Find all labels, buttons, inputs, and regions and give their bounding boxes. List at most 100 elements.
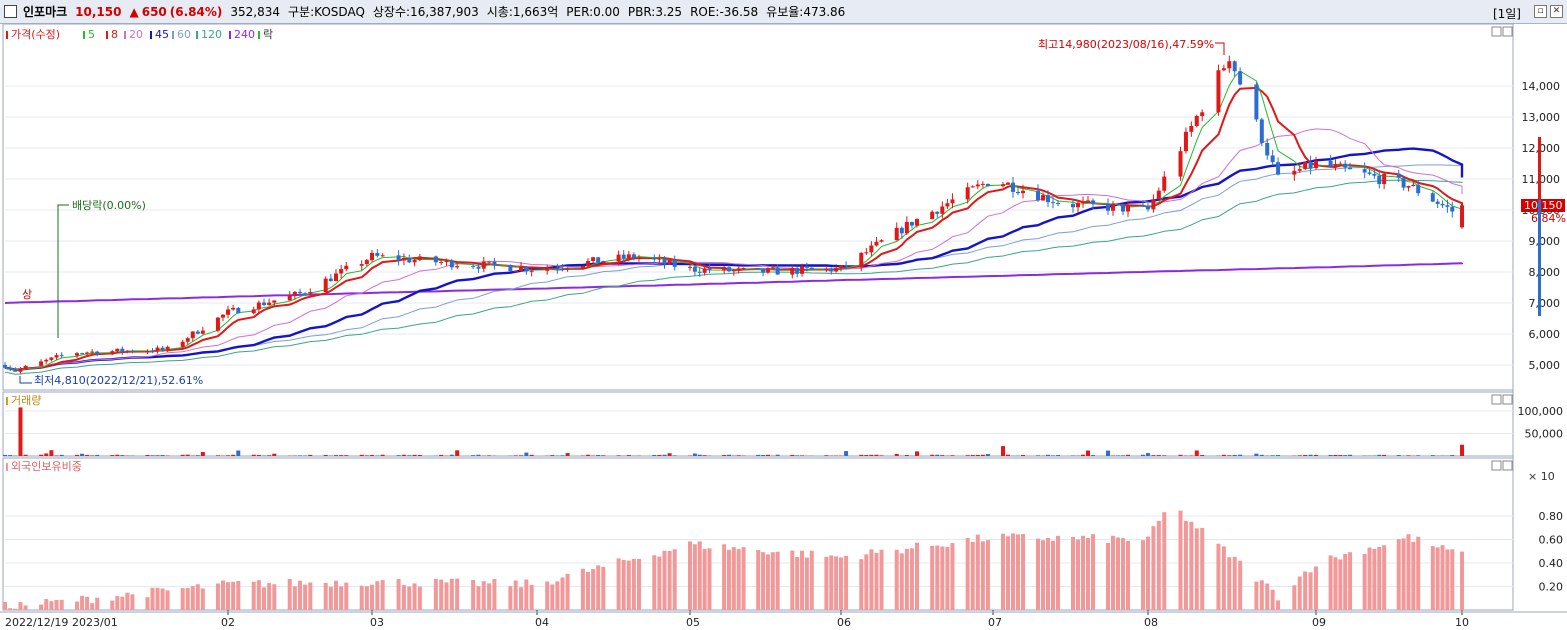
foreign-ratio-bar [1126, 540, 1130, 610]
foreign-ratio-bar [120, 596, 125, 610]
foreign-ratio-bar [1081, 535, 1085, 610]
foreign-ratio-bar [481, 581, 486, 610]
volume-bar [449, 454, 454, 456]
foreign-ratio-bar [80, 595, 85, 610]
foreign-ratio-bar [770, 552, 775, 610]
candle-body [1227, 61, 1232, 69]
foreign-ratio-bar [707, 548, 712, 610]
candle-body [1141, 205, 1145, 207]
foreign-ratio-bar [334, 580, 338, 610]
candle-body [970, 186, 975, 188]
candle-body [256, 302, 261, 310]
volume-bar [1106, 450, 1110, 456]
foreign-ratio-bar [657, 556, 662, 610]
volume-bar [1121, 455, 1125, 456]
volume-bar [601, 455, 606, 456]
candle-body [736, 268, 741, 271]
foreign-ratio-bar [1116, 537, 1120, 610]
candle-body [621, 254, 626, 259]
foreign-ratio-bar [829, 555, 834, 610]
candle-body [591, 257, 596, 262]
legend-ma60: 60 [177, 28, 191, 41]
per-value: PER:0.00 [566, 4, 620, 19]
ma60-line [4, 164, 1463, 371]
last-price-pct: 6.84% [1531, 212, 1566, 225]
candle-body [809, 267, 814, 270]
candle-body [226, 309, 230, 315]
candle-body [215, 317, 220, 331]
foreign-ratio-bar [1308, 572, 1313, 610]
foreign-panel-buttons[interactable] [1491, 460, 1513, 471]
foreign-ratio-bar [1276, 600, 1281, 610]
volume-bar [1396, 455, 1401, 456]
period-selector[interactable]: [1일] [1492, 7, 1521, 21]
candle-body [795, 268, 800, 274]
candle-body [1333, 164, 1338, 167]
candle-body [580, 265, 585, 269]
candle-body [1232, 61, 1237, 72]
foreign-ratio-bar [155, 587, 160, 610]
foreign-ratio-bar [13, 608, 18, 610]
foreign-ratio-bar [1232, 556, 1237, 610]
foreign-ratio-bar [1367, 547, 1372, 610]
foreign-ratio-bar [44, 599, 49, 610]
candle-body [75, 353, 80, 356]
foreign-ratio-bar [215, 583, 220, 610]
volume-bar [145, 454, 150, 456]
candle-body [909, 221, 914, 226]
volume-tick-label: 100,000 [1518, 405, 1564, 418]
volume-bar [1259, 454, 1264, 456]
candle-body [616, 254, 621, 262]
foreign-ratio-bar [401, 585, 406, 610]
volume-bar [471, 455, 476, 456]
candle-body [1216, 70, 1221, 113]
volume-bar [874, 454, 879, 456]
foreign-ratio-bar [49, 601, 54, 610]
volume-panel-buttons[interactable] [1491, 394, 1513, 405]
volume-bar [672, 455, 677, 456]
volume-bar [980, 454, 985, 456]
volume-bar [44, 453, 49, 456]
volume-bar [1200, 455, 1205, 456]
foreign-ratio-bar [1221, 546, 1226, 610]
volume-bar [1460, 444, 1464, 456]
last-price-value: 10,150 [1524, 199, 1563, 212]
close-icon[interactable]: ✕ [1550, 5, 1563, 18]
volume-bar [869, 454, 874, 456]
foreign-ratio-bar [1382, 545, 1387, 610]
volume-bar [1162, 455, 1167, 456]
foreign-ratio-bar [804, 557, 809, 610]
volume-bar [904, 455, 909, 456]
volume-bar [692, 453, 697, 456]
foreign-ratio-bar [1401, 538, 1406, 610]
candle-body [1416, 184, 1421, 194]
foreign-ratio-bar [1270, 589, 1275, 610]
foreign-ratio-bar [185, 588, 190, 610]
candle-body [1086, 200, 1090, 202]
price-tick-label: 7,000 [1529, 297, 1561, 310]
select-checkbox[interactable] [4, 5, 17, 18]
candle-body [292, 291, 297, 296]
price-panel-buttons[interactable] [1491, 26, 1513, 37]
foreign-ratio-bar [980, 541, 985, 610]
volume-bar [1221, 454, 1226, 456]
candle-body [155, 347, 160, 352]
candle-body [339, 269, 344, 274]
volume-bar [185, 454, 190, 456]
foreign-ratio-bar [449, 578, 454, 610]
candle-body [1091, 200, 1095, 204]
foreign-ratio-bar [396, 579, 401, 610]
volume-bar [550, 455, 555, 456]
candle-body [1440, 203, 1445, 206]
axes: 14,00013,00012,00011,00010,0009,0008,000… [0, 80, 1567, 629]
volume-bar [1151, 455, 1156, 456]
candle-body [596, 257, 601, 263]
minimize-icon[interactable]: ▫ [1534, 5, 1547, 18]
volume-bar [1156, 455, 1161, 456]
volume-bar [1328, 455, 1333, 456]
volume-bar [800, 455, 805, 456]
volume-bar [231, 454, 236, 456]
candle-body [688, 266, 692, 268]
candle-body [601, 261, 606, 263]
candle-body [1106, 203, 1110, 211]
